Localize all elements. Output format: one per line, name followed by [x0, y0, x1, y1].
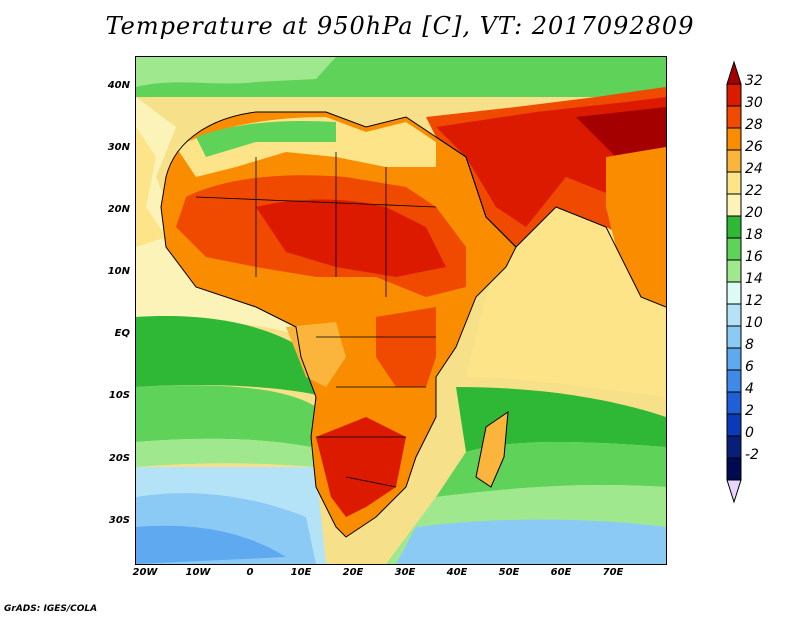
colorbar-cell-30-32 — [726, 83, 742, 107]
lon-label-10w: 10W — [185, 567, 211, 578]
lat-label-10n: 10N — [107, 266, 130, 277]
madagascar-coastline — [475, 410, 509, 488]
colorbar-cell-below-m2 — [726, 457, 742, 481]
country-borders — [195, 152, 437, 488]
south-atlantic-cold — [136, 525, 286, 564]
lat-label-40n: 40N — [107, 80, 130, 91]
east-africa-hot — [376, 307, 436, 387]
colorbar-label-32: 32 — [745, 73, 763, 89]
colorbar-label-12: 12 — [745, 293, 763, 309]
congo-warm — [286, 322, 346, 387]
maghreb-green — [196, 120, 336, 157]
lon-label-30e: 30E — [394, 567, 416, 578]
indian-cool — [396, 519, 666, 564]
lon-label-10e: 10E — [290, 567, 312, 578]
colorbar-cell-16-18 — [726, 237, 742, 261]
southern-africa-hot — [316, 417, 406, 517]
colorbar-label-18: 18 — [745, 227, 763, 243]
colorbar-bottom-arrow — [726, 479, 742, 504]
colorbar-label-14: 14 — [745, 271, 763, 287]
lat-label-20n: 20N — [107, 204, 130, 215]
colorbar-cell-20-22 — [726, 193, 742, 217]
colorbar-cell-8-10 — [726, 325, 742, 349]
colorbar-label-2: 2 — [745, 403, 754, 419]
colorbar-cell-m2-0 — [726, 435, 742, 459]
colorbar-cell-0-2 — [726, 413, 742, 437]
sahel-core — [256, 199, 446, 277]
colorbar-label-22: 22 — [745, 183, 763, 199]
lon-label-70e: 70E — [602, 567, 624, 578]
lon-label-40e: 40E — [446, 567, 468, 578]
lat-label-20s: 20S — [108, 453, 130, 464]
colorbar-cell-14-16 — [726, 259, 742, 283]
colorbar-cell-26-28 — [726, 127, 742, 151]
colorbar-label-10: 10 — [745, 315, 763, 331]
lon-label-60e: 60E — [550, 567, 572, 578]
colorbar-cell-2-4 — [726, 391, 742, 415]
colorbar-top-arrow — [726, 60, 742, 85]
colorbar-label-6: 6 — [745, 359, 754, 375]
lat-label-30s: 30S — [108, 515, 130, 526]
temperature-map — [135, 56, 667, 565]
colorbar-label-0: 0 — [745, 425, 754, 441]
colorbar-cell-12-14 — [726, 281, 742, 305]
colorbar-label-28: 28 — [745, 117, 763, 133]
colorbar-label-26: 26 — [745, 139, 763, 155]
lat-label-10s: 10S — [108, 390, 130, 401]
colorbar-cell-18-20 — [726, 215, 742, 239]
madagascar — [476, 412, 508, 487]
colorbar-cell-10-12 — [726, 303, 742, 327]
colorbar-cell-28-30 — [726, 105, 742, 129]
map-canvas — [136, 57, 666, 564]
europe-region — [136, 57, 336, 87]
indian-green — [456, 387, 666, 452]
india-land — [606, 147, 666, 307]
lat-label-eq: EQ — [114, 328, 130, 339]
atlantic-north — [136, 97, 316, 337]
lon-label-20e: 20E — [342, 567, 364, 578]
atlantic-pale — [136, 438, 316, 467]
map-title: Temperature at 950hPa [C], VT: 201709280… — [105, 12, 695, 40]
arabia-coastline — [435, 136, 666, 308]
colorbar-svg — [726, 60, 742, 504]
colorbar-label-20: 20 — [745, 205, 763, 221]
footer-credit: GrADS: IGES/COLA — [4, 604, 98, 614]
lon-label-0: 0 — [246, 567, 254, 578]
colorbar-cell-22-24 — [726, 171, 742, 195]
colorbar-label-4: 4 — [745, 381, 754, 397]
colorbar-cell-24-26 — [726, 149, 742, 173]
lon-label-50e: 50E — [498, 567, 520, 578]
colorbar-cell-4-6 — [726, 369, 742, 393]
colorbar-label-30: 30 — [745, 95, 763, 111]
atlantic-green — [136, 316, 326, 397]
lon-label-20w: 20W — [132, 567, 158, 578]
arabian-sea — [466, 207, 666, 397]
colorbar-label-24: 24 — [745, 161, 763, 177]
atlantic-lightgreen — [136, 385, 316, 447]
colorbar-cell-6-8 — [726, 347, 742, 371]
colorbar-label-8: 8 — [745, 337, 754, 353]
colorbar-label-16: 16 — [745, 249, 763, 265]
lat-label-30n: 30N — [107, 142, 130, 153]
atlantic-coast — [136, 127, 166, 247]
colorbar-label-m2: -2 — [745, 447, 759, 463]
